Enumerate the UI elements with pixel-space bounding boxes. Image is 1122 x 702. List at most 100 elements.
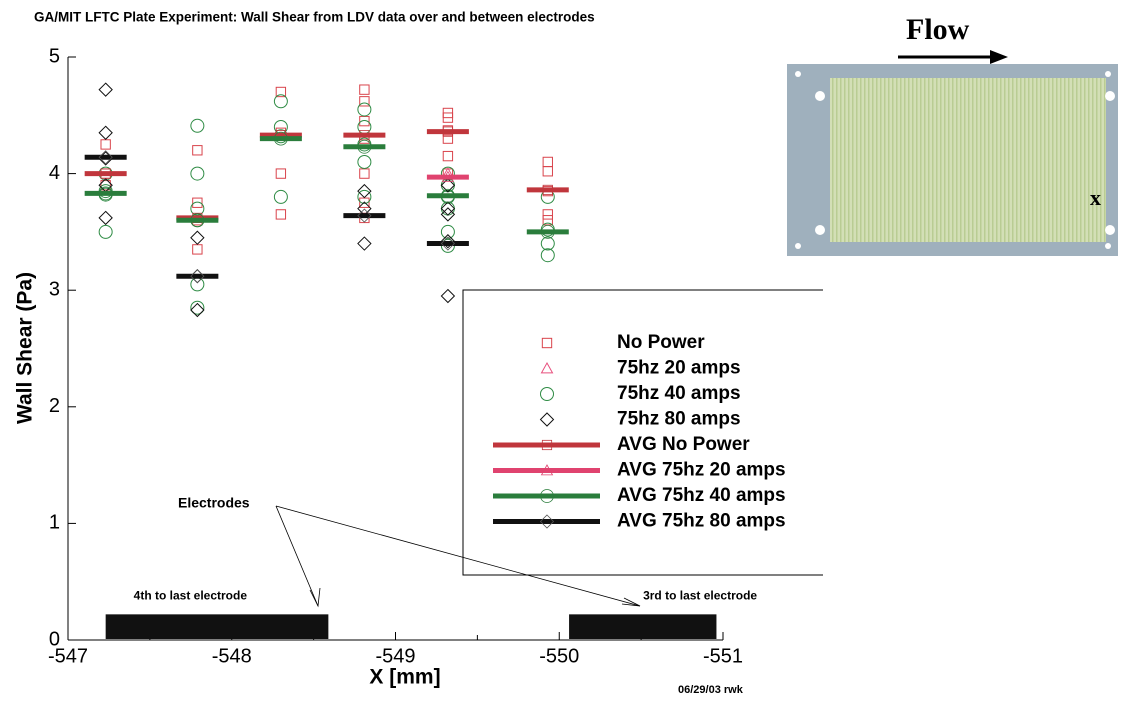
x-tick-label: -551: [703, 645, 743, 667]
plate-surface: [830, 78, 1106, 242]
legend-label: AVG No Power: [617, 434, 750, 455]
y-tick-label: 0: [49, 628, 60, 650]
marker-circle: [190, 166, 205, 181]
marker-circle: [273, 131, 288, 146]
marker-circle: [190, 118, 205, 133]
electrodes-annotation: Electrodes: [178, 495, 250, 511]
y-axis-label: Wall Shear (Pa): [14, 272, 37, 424]
marker-diamond: [98, 125, 113, 140]
marker-circle: [273, 94, 288, 109]
marker-square: [442, 126, 453, 137]
y-tick-label: 3: [49, 278, 60, 300]
marker-square: [275, 86, 287, 98]
marker-square: [442, 112, 454, 123]
y-tick-label: 5: [49, 45, 60, 67]
marker-diamond: [440, 207, 456, 222]
inset-position-label: x: [1090, 185, 1101, 210]
marker-diamond: [440, 234, 456, 249]
marker-circle: [273, 189, 288, 204]
y-tick-label: 1: [49, 512, 60, 534]
marker-circle: [357, 154, 372, 169]
legend-label: No Power: [617, 332, 705, 353]
marker-square: [542, 166, 553, 177]
marker-circle: [540, 224, 555, 239]
marker-circle: [357, 102, 372, 117]
marker-square: [359, 130, 370, 141]
marker-square: [542, 209, 553, 220]
marker-circle: [190, 213, 205, 228]
marker-square: [275, 168, 287, 179]
marker-circle: [357, 189, 372, 204]
marker-square: [359, 168, 370, 179]
marker-diamond: [190, 230, 205, 245]
marker-square: [192, 244, 203, 255]
marker-diamond: [98, 210, 113, 226]
marker-square: [541, 337, 553, 349]
marker-diamond: [539, 514, 555, 529]
marker-diamond: [539, 412, 555, 427]
marker-diamond: [357, 208, 372, 223]
marker-triangle: [441, 170, 455, 182]
x-axis-label: X [mm]: [369, 666, 440, 689]
marker-diamond: [190, 269, 205, 284]
marker-square: [192, 197, 203, 208]
footnote: 06/29/03 rwk: [678, 684, 744, 696]
marker-circle: [357, 139, 372, 154]
electrode: [569, 614, 717, 639]
electrode-label: 4th to last electrode: [134, 589, 248, 603]
x-tick-label: -549: [375, 645, 415, 667]
marker-square: [100, 168, 111, 179]
marker-circle: [540, 236, 555, 251]
inset-flow-label: Flow: [906, 13, 970, 46]
marker-square: [542, 215, 553, 226]
marker-circle: [190, 300, 205, 315]
x-tick-label: -547: [48, 645, 88, 667]
electrode: [105, 614, 329, 639]
marker-square: [542, 184, 553, 195]
marker-square: [192, 145, 203, 156]
marker-square: [442, 150, 454, 162]
legend-label: AVG 75hz 20 amps: [617, 460, 786, 481]
inset-plate: [787, 50, 1118, 256]
marker-diamond: [98, 82, 113, 97]
electrode-label: 3rd to last electrode: [643, 589, 757, 603]
legend-label: 75hz 20 amps: [617, 358, 741, 379]
marker-square: [100, 139, 111, 150]
marker-circle: [440, 166, 455, 181]
legend-label: AVG 75hz 40 amps: [617, 485, 786, 506]
marker-circle: [98, 186, 113, 201]
marker-circle: [440, 188, 455, 203]
marker-circle: [440, 224, 455, 239]
marker-diamond: [357, 183, 372, 199]
legend-label: AVG 75hz 80 amps: [617, 511, 786, 532]
marker-diamond: [440, 236, 455, 251]
marker-circle: [540, 387, 554, 401]
marker-diamond: [98, 150, 113, 165]
marker-triangle: [540, 361, 554, 374]
y-tick-label: 4: [49, 162, 60, 184]
marker-circle: [98, 224, 113, 239]
y-tick-label: 2: [49, 395, 60, 417]
marker-diamond: [440, 288, 456, 304]
marker-square: [542, 156, 553, 168]
marker-diamond: [190, 302, 205, 318]
marker-square: [359, 96, 370, 107]
marker-square: [359, 84, 370, 95]
legend-label: 75hz 80 amps: [617, 409, 741, 430]
marker-triangle: [540, 464, 554, 476]
marker-circle: [540, 489, 554, 503]
marker-circle: [540, 248, 555, 263]
marker-circle: [440, 178, 455, 193]
chart-title: GA/MIT LFTC Plate Experiment: Wall Shear…: [34, 10, 595, 25]
marker-square: [541, 439, 553, 451]
marker-diamond: [357, 236, 372, 251]
marker-circle: [190, 201, 205, 216]
legend-label: 75hz 40 amps: [617, 383, 741, 404]
x-tick-label: -550: [539, 645, 579, 667]
marker-square: [275, 209, 287, 220]
x-tick-label: -548: [212, 645, 252, 667]
electrode-arrows: [275, 505, 641, 608]
marker-diamond: [440, 201, 456, 216]
legend-frame: [462, 289, 823, 576]
